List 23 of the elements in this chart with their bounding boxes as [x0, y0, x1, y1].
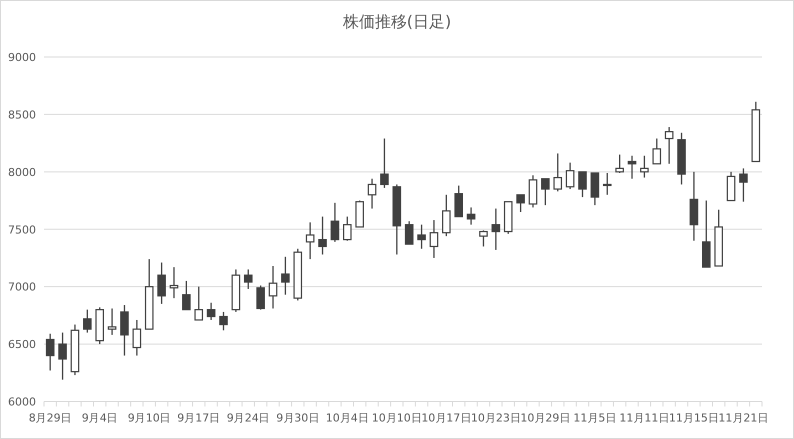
y-tick-label: 8000 [8, 166, 36, 179]
x-tick-label: 9月4日 [82, 412, 118, 424]
x-tick-label: 10月17日 [421, 412, 472, 424]
x-tick-label: 11月5日 [573, 412, 616, 424]
x-tick-label: 9月24日 [226, 412, 270, 424]
x-tick-label: 11月15日 [668, 412, 719, 424]
x-tick-label: 9月10日 [128, 412, 171, 424]
x-tick-label: 11月21日 [718, 412, 768, 424]
x-tick-label: 10月23日 [470, 412, 521, 424]
x-tick-label: 10月4日 [326, 412, 369, 424]
y-tick-label: 8500 [8, 108, 36, 122]
y-tick-label: 6500 [8, 338, 36, 352]
chart-title: 株価推移(日足) [342, 12, 452, 31]
x-tick-label: 9月30日 [276, 412, 320, 424]
y-tick-label: 9000 [8, 51, 36, 64]
x-tick-label: 10月10日 [372, 412, 422, 424]
y-tick-label: 7000 [8, 280, 36, 294]
x-tick-label: 10月29日 [520, 412, 570, 424]
x-tick-label: 8月29日 [28, 412, 72, 424]
y-tick-label: 7500 [8, 223, 36, 236]
x-tick-label: 11月11日 [619, 412, 670, 424]
y-tick-label: 6000 [8, 396, 36, 408]
x-tick-label: 9月17日 [177, 412, 220, 424]
